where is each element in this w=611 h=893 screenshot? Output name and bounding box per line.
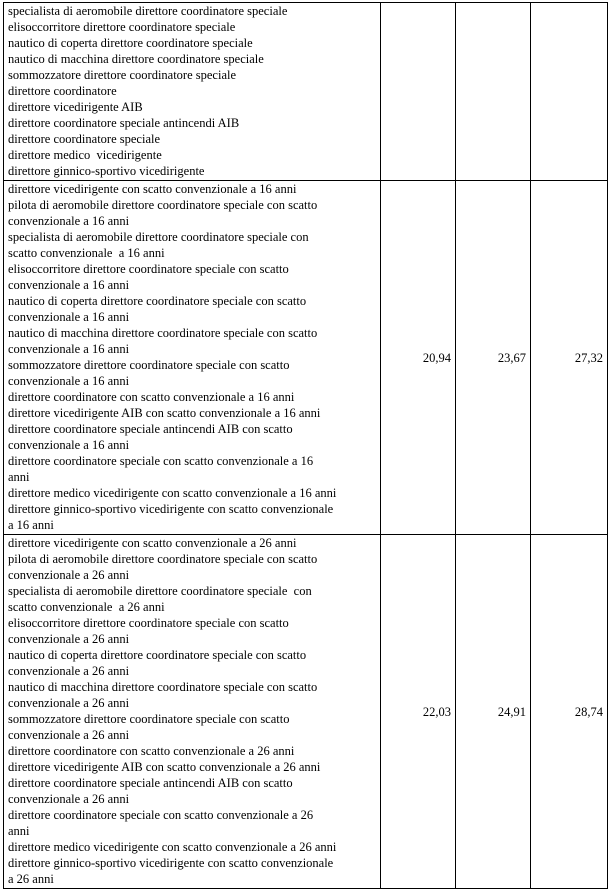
qualification-line: direttore vicedirigente con scatto conve… (8, 182, 297, 196)
qualification-line: convenzionale a 16 anni (8, 342, 130, 356)
qualification-line: nautico di macchina direttore coordinato… (8, 326, 318, 340)
qualification-line: direttore coordinatore con scatto conven… (8, 744, 295, 758)
qualification-line: elisoccorritore direttore coordinatore s… (8, 20, 236, 34)
qualification-line: sommozzatore direttore coordinatore spec… (8, 68, 237, 82)
qualification-line: pilota di aeromobile direttore coordinat… (8, 552, 318, 566)
qualification-line: convenzionale a 16 anni (8, 310, 130, 324)
qualification-line: anni (8, 824, 30, 838)
qualification-line: convenzionale a 16 anni (8, 438, 130, 452)
qualification-line: anni (8, 470, 30, 484)
qualification-line: a 26 anni (8, 872, 54, 886)
qualification-line: direttore coordinatore speciale con scat… (8, 808, 314, 822)
qualification-line: direttore vicedirigente AIB (8, 100, 143, 114)
qualification-line: elisoccorritore direttore coordinatore s… (8, 262, 289, 276)
qualification-line: direttore vicedirigente AIB con scatto c… (8, 760, 321, 774)
value-cell: 24,91 (455, 534, 531, 889)
qualification-line: nautico di macchina direttore coordinato… (8, 52, 264, 66)
qualification-line: direttore coordinatore speciale (8, 132, 161, 146)
qualification-line: specialista di aeromobile direttore coor… (8, 584, 312, 598)
qualification-line: direttore coordinatore speciale antincen… (8, 776, 293, 790)
table-row: specialista di aeromobile direttore coor… (3, 2, 608, 181)
qualification-cell: direttore vicedirigente con scatto conve… (3, 534, 381, 889)
qualification-line: nautico di coperta direttore coordinator… (8, 36, 253, 50)
qualification-line: direttore coordinatore speciale con scat… (8, 454, 314, 468)
table-row: direttore vicedirigente con scatto conve… (3, 180, 608, 535)
qualification-line: convenzionale a 16 anni (8, 214, 130, 228)
value-cell (380, 2, 456, 181)
qualification-line: nautico di macchina direttore coordinato… (8, 680, 318, 694)
value-cell: 28,74 (530, 534, 608, 889)
value-cell: 27,32 (530, 180, 608, 535)
qualification-line: direttore coordinatore con scatto conven… (8, 390, 295, 404)
table-row: direttore vicedirigente con scatto conve… (3, 534, 608, 889)
qualification-line: direttore ginnico-sportivo vicedirigente… (8, 856, 334, 870)
qualification-line: pilota di aeromobile direttore coordinat… (8, 198, 318, 212)
value-cell: 22,03 (380, 534, 456, 889)
qualification-line: direttore coordinatore (8, 84, 117, 98)
qualification-line: sommozzatore direttore coordinatore spec… (8, 358, 290, 372)
qualification-line: direttore ginnico-sportivo vicedirigente (8, 164, 205, 178)
qualification-line: convenzionale a 26 anni (8, 792, 130, 806)
qualification-line: convenzionale a 26 anni (8, 632, 130, 646)
qualification-line: direttore coordinatore speciale antincen… (8, 422, 293, 436)
qualification-line: convenzionale a 26 anni (8, 696, 130, 710)
qualification-line: scatto convenzionale a 16 anni (8, 246, 165, 260)
qualification-line: direttore coordinatore speciale antincen… (8, 116, 240, 130)
qualification-line: convenzionale a 16 anni (8, 278, 130, 292)
qualification-line: specialista di aeromobile direttore coor… (8, 230, 309, 244)
qualification-line: direttore ginnico-sportivo vicedirigente… (8, 502, 334, 516)
qualification-line: convenzionale a 26 anni (8, 728, 130, 742)
qualification-line: direttore medico vicedirigente con scatt… (8, 840, 337, 854)
qualification-line: a 16 anni (8, 518, 54, 532)
qualification-line: direttore medico vicedirigente (8, 148, 162, 162)
qualification-line: sommozzatore direttore coordinatore spec… (8, 712, 290, 726)
value-cell (455, 2, 531, 181)
qualification-line: nautico di coperta direttore coordinator… (8, 294, 307, 308)
qualification-line: elisoccorritore direttore coordinatore s… (8, 616, 289, 630)
qualification-line: direttore vicedirigente con scatto conve… (8, 536, 297, 550)
qualification-line: direttore vicedirigente AIB con scatto c… (8, 406, 321, 420)
value-cell: 20,94 (380, 180, 456, 535)
qualification-line: nautico di coperta direttore coordinator… (8, 648, 307, 662)
qualification-line: direttore medico vicedirigente con scatt… (8, 486, 337, 500)
qualification-line: scatto convenzionale a 26 anni (8, 600, 165, 614)
qualification-cell: direttore vicedirigente con scatto conve… (3, 180, 381, 535)
qualification-line: convenzionale a 16 anni (8, 374, 130, 388)
salary-table: specialista di aeromobile direttore coor… (3, 2, 608, 889)
qualification-cell: specialista di aeromobile direttore coor… (3, 2, 381, 181)
value-cell (530, 2, 608, 181)
qualification-line: convenzionale a 26 anni (8, 568, 130, 582)
qualification-line: convenzionale a 26 anni (8, 664, 130, 678)
value-cell: 23,67 (455, 180, 531, 535)
qualification-line: specialista di aeromobile direttore coor… (8, 4, 288, 18)
